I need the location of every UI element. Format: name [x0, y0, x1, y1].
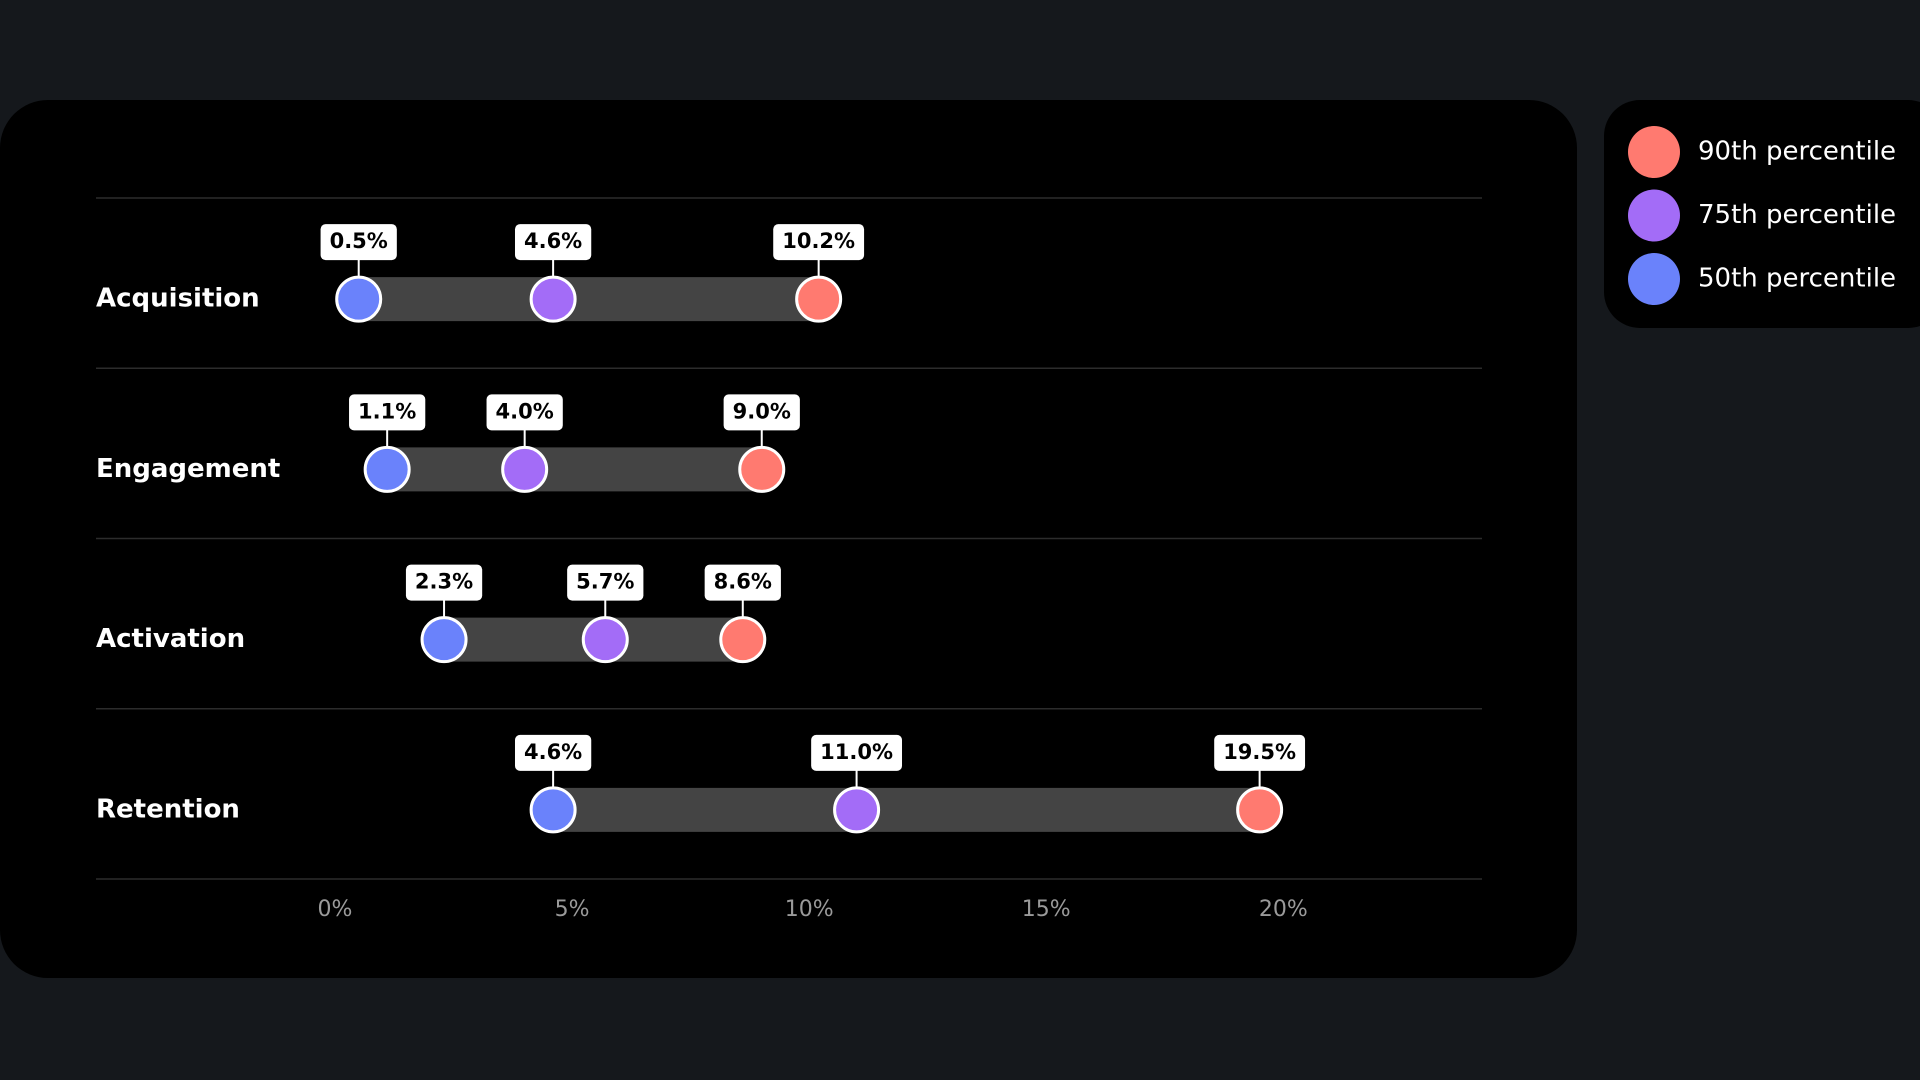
value-label-box — [514, 224, 592, 261]
legend-card — [1604, 100, 1920, 328]
dot — [833, 786, 881, 834]
value-label: 1.1% — [349, 394, 426, 431]
value-label: 2.3% — [405, 564, 483, 601]
x-tick-label: 20% — [1259, 897, 1308, 922]
value-label-box — [1214, 734, 1306, 771]
value-label-text: 4.6% — [524, 229, 582, 253]
value-label-text: 1.1% — [358, 399, 416, 423]
value-label-text: 19.5% — [1223, 740, 1296, 764]
dot — [501, 445, 549, 493]
range-bar — [553, 787, 1260, 832]
value-label-box — [486, 394, 563, 431]
range-bar — [358, 277, 819, 322]
value-label: 8.6% — [704, 564, 781, 601]
value-label-box — [320, 224, 397, 261]
value-label: 11.0% — [811, 734, 903, 771]
dot — [529, 786, 577, 834]
legend-swatch — [1628, 253, 1680, 305]
legend-label: 75th percentile — [1698, 200, 1896, 230]
value-label-box — [567, 564, 644, 601]
value-label-box — [723, 394, 800, 431]
x-tick-label: 5% — [555, 897, 590, 922]
value-label: 4.6% — [514, 224, 592, 261]
value-label-text: 2.3% — [415, 570, 473, 594]
x-tick-label: 15% — [1022, 897, 1071, 922]
value-label-box — [704, 564, 781, 601]
value-label-text: 5.7% — [576, 570, 634, 594]
legend-label: 50th percentile — [1698, 264, 1896, 294]
value-label: 19.5% — [1214, 734, 1306, 771]
value-label: 4.6% — [514, 734, 592, 771]
x-tick-label: 0% — [318, 897, 353, 922]
value-label: 10.2% — [773, 224, 865, 261]
category-label: Activation — [96, 624, 245, 654]
value-label-text: 4.0% — [496, 399, 554, 423]
value-label-box — [514, 734, 592, 771]
value-label-box — [773, 224, 865, 261]
value-label-text: 8.6% — [714, 570, 772, 594]
legend-swatch — [1628, 189, 1680, 242]
value-label-text: 0.5% — [330, 229, 388, 253]
legend-label: 90th percentile — [1698, 137, 1896, 167]
dot — [335, 275, 383, 323]
dot — [581, 616, 629, 664]
dot — [1236, 786, 1284, 834]
dot — [363, 445, 411, 493]
value-label-box — [349, 394, 426, 431]
value-label: 5.7% — [567, 564, 644, 601]
value-label-box — [811, 734, 903, 771]
legend-swatch — [1628, 126, 1680, 178]
value-label: 9.0% — [723, 394, 800, 431]
range-bar — [387, 447, 762, 492]
dot — [719, 616, 767, 664]
dot — [738, 445, 786, 493]
value-label-text: 4.6% — [524, 740, 582, 764]
category-label: Retention — [96, 794, 240, 824]
value-label-text: 11.0% — [820, 740, 893, 764]
category-label: Acquisition — [96, 284, 260, 314]
value-label-text: 10.2% — [782, 229, 855, 253]
dot — [795, 275, 843, 323]
value-label-text: 9.0% — [733, 399, 791, 423]
value-label-box — [405, 564, 483, 601]
category-label: Engagement — [96, 454, 280, 484]
dot — [529, 275, 577, 323]
value-label: 4.0% — [486, 394, 563, 431]
dot — [420, 616, 468, 664]
x-tick-label: 10% — [785, 897, 834, 922]
value-label: 0.5% — [320, 224, 397, 261]
